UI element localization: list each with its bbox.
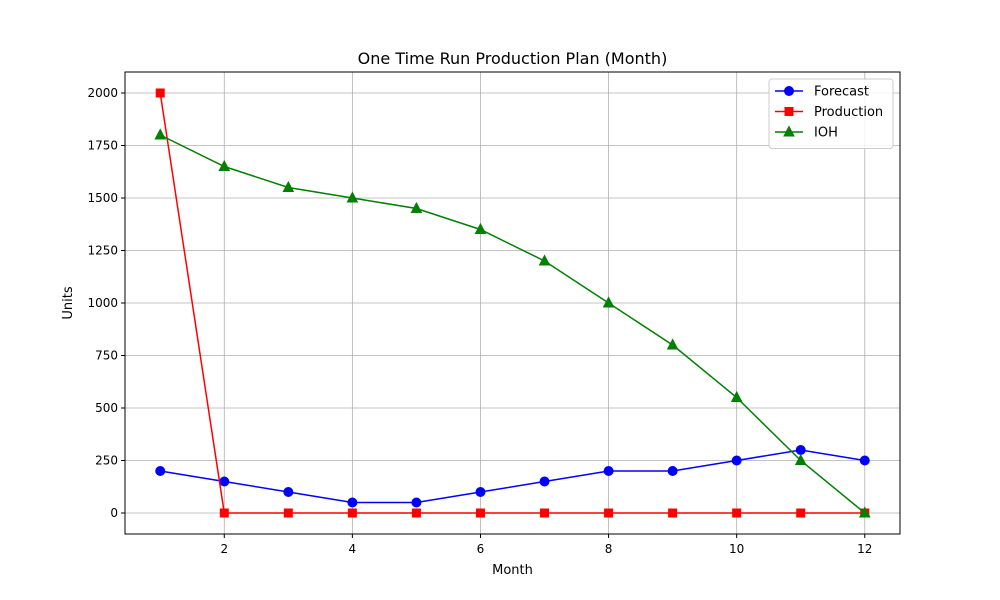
x-tick-label: 6: [477, 542, 485, 556]
data-point-ioh: [666, 338, 679, 350]
data-point-ioh: [218, 159, 231, 171]
data-point-ioh: [794, 453, 807, 465]
data-point-ioh: [538, 254, 551, 266]
x-tick-label: 8: [605, 542, 613, 556]
y-axis-label: Units: [61, 286, 76, 319]
plot-series: [154, 88, 871, 518]
legend: Forecast Production IOH: [768, 78, 894, 149]
data-point-ioh: [154, 128, 167, 140]
data-point-production: [411, 508, 421, 518]
x-tick-label: 12: [857, 542, 872, 556]
legend-marker-production: [784, 107, 794, 116]
axis-ticks: 2 4 6 8 10 12 0 250 500 750 1000 1250 1500 1750 2000: [87, 86, 872, 556]
legend-marker-ioh: [783, 125, 795, 137]
legend-box: [768, 78, 894, 149]
data-point-forecast: [347, 497, 358, 508]
data-point-production: [796, 508, 806, 518]
data-point-forecast: [859, 455, 870, 466]
y-tick-label: 1000: [87, 296, 118, 310]
legend-marker-forecast: [784, 86, 794, 96]
series-line-forecast: [160, 449, 865, 504]
x-axis-label: Month: [492, 563, 533, 578]
data-point-forecast: [603, 466, 614, 476]
data-point-production: [219, 508, 229, 518]
data-point-ioh: [282, 180, 295, 192]
data-point-production: [540, 508, 550, 518]
legend-label-production: Production: [814, 105, 883, 120]
data-point-ioh: [730, 390, 743, 402]
data-point-production: [155, 88, 165, 98]
data-point-ioh: [346, 191, 359, 203]
y-tick-label: 250: [95, 454, 118, 468]
data-point-production: [604, 508, 614, 518]
data-point-ioh: [858, 506, 871, 518]
legend-item-forecast: Forecast: [775, 85, 869, 100]
x-tick-label: 4: [349, 542, 357, 556]
x-tick-label: 10: [729, 542, 744, 556]
legend-label-forecast: Forecast: [814, 85, 869, 100]
data-point-forecast: [731, 455, 742, 466]
y-tick-label: 1750: [87, 139, 118, 153]
data-point-forecast: [283, 487, 294, 497]
series-line-production: [159, 92, 865, 514]
data-point-production: [668, 508, 678, 518]
legend-label-ioh: IOH: [814, 126, 838, 141]
chart-title: One Time Run Production Plan (Month): [358, 49, 668, 68]
data-point-forecast: [667, 466, 678, 476]
data-point-ioh: [602, 296, 615, 308]
legend-item-ioh: IOH: [775, 125, 838, 141]
data-point-production: [347, 508, 357, 518]
data-point-forecast: [155, 466, 166, 476]
series-line-ioh: [159, 134, 866, 514]
data-point-production: [732, 508, 742, 518]
data-point-forecast: [475, 487, 486, 497]
grid: [125, 72, 900, 534]
data-point-forecast: [795, 445, 806, 455]
y-tick-label: 1250: [87, 244, 118, 258]
y-tick-label: 750: [95, 349, 118, 363]
y-tick-label: 0: [110, 506, 118, 520]
x-tick-label: 2: [220, 542, 228, 556]
y-tick-label: 500: [95, 401, 118, 415]
legend-item-production: Production: [775, 105, 883, 120]
data-point-forecast: [219, 476, 230, 487]
series-forecast: [155, 445, 870, 508]
data-point-ioh: [474, 222, 487, 234]
data-point-forecast: [539, 476, 550, 487]
series-ioh: [154, 128, 871, 518]
data-point-production: [475, 508, 485, 518]
data-point-production: [283, 508, 293, 518]
data-point-forecast: [411, 497, 422, 508]
y-tick-label: 1500: [87, 191, 118, 205]
data-point-ioh: [410, 201, 423, 213]
y-tick-label: 2000: [87, 86, 118, 100]
